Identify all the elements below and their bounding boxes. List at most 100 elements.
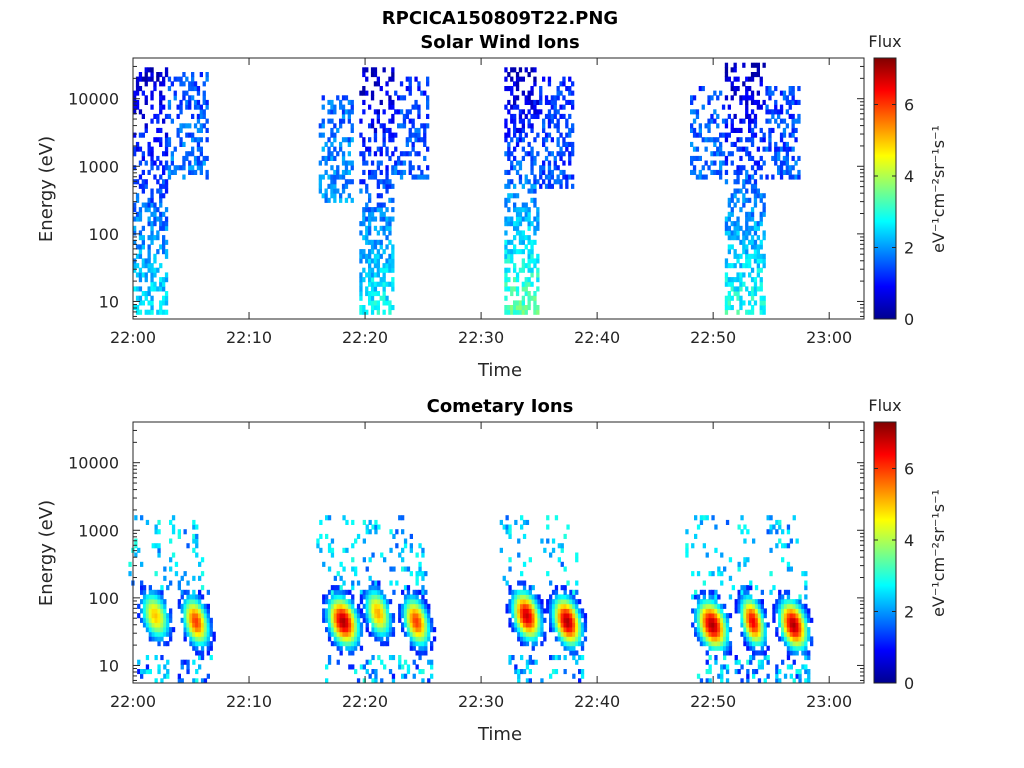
heatmap-cell xyxy=(195,678,199,684)
heatmap-cell xyxy=(164,291,169,297)
heatmap-cell xyxy=(727,132,731,138)
heatmap-cell xyxy=(321,104,325,110)
heatmap-cell xyxy=(518,76,523,82)
heatmap-cell xyxy=(568,151,572,157)
heatmap-cell xyxy=(730,244,734,250)
heatmap-cell xyxy=(742,197,746,203)
heatmap-cell xyxy=(730,67,734,73)
heatmap-cell xyxy=(192,519,196,525)
heatmap-cell xyxy=(420,123,424,129)
heatmap-cell xyxy=(733,263,737,269)
heatmap-cell xyxy=(370,272,375,278)
heatmap-cell xyxy=(362,613,366,619)
heatmap-cell xyxy=(536,253,540,259)
heatmap-cell xyxy=(382,109,386,115)
heatmap-cell xyxy=(788,90,792,96)
heatmap-cell xyxy=(398,608,402,614)
heatmap-cell xyxy=(202,90,206,96)
heatmap-cell xyxy=(547,99,552,105)
heatmap-cell xyxy=(376,118,380,124)
heatmap-cell xyxy=(556,109,560,115)
heatmap-cell xyxy=(162,151,166,157)
heatmap-cell xyxy=(325,515,329,521)
heatmap-cell xyxy=(321,95,325,101)
heatmap-cell xyxy=(699,678,704,684)
heatmap-cell xyxy=(702,627,706,633)
heatmap-cell xyxy=(566,599,570,605)
heatmap-cell xyxy=(377,594,381,600)
heatmap-cell xyxy=(382,286,386,292)
heatmap-cell xyxy=(515,225,520,231)
heatmap-cell xyxy=(198,641,202,647)
heatmap-cell xyxy=(705,603,709,609)
heatmap-cell xyxy=(325,627,329,633)
heatmap-cell xyxy=(786,617,791,623)
heatmap-cell xyxy=(327,547,332,553)
heatmap-cell xyxy=(415,599,419,605)
heatmap-cell xyxy=(206,608,210,614)
colorbar-tick-label: 6 xyxy=(904,95,914,114)
heatmap-cell xyxy=(385,622,390,628)
heatmap-cell xyxy=(745,76,749,82)
heatmap-cell xyxy=(745,109,749,115)
heatmap-cell xyxy=(147,263,151,269)
heatmap-cell xyxy=(373,244,378,250)
heatmap-cell xyxy=(769,547,773,553)
heatmap-cell xyxy=(135,286,140,292)
heatmap-cell xyxy=(575,603,579,609)
heatmap-cell xyxy=(792,603,796,609)
heatmap-cell xyxy=(403,585,408,591)
heatmap-cell xyxy=(341,109,346,115)
heatmap-cell xyxy=(690,155,694,161)
heatmap-cell xyxy=(427,636,431,642)
colorbar xyxy=(873,421,897,684)
heatmap-cell xyxy=(162,286,166,292)
heatmap-cell xyxy=(148,608,152,614)
heatmap-cell xyxy=(756,146,760,152)
heatmap-cell xyxy=(754,669,759,675)
heatmap-cell xyxy=(734,669,738,675)
heatmap-cell xyxy=(388,599,393,605)
heatmap-cell xyxy=(157,594,161,600)
heatmap-cell xyxy=(426,123,430,129)
heatmap-cell xyxy=(708,627,712,633)
heatmap-cell xyxy=(540,599,544,605)
heatmap-cell xyxy=(752,645,756,651)
heatmap-cell xyxy=(418,645,422,651)
heatmap-cell xyxy=(134,515,138,521)
heatmap-cell xyxy=(205,104,209,110)
heatmap-cell xyxy=(382,230,386,236)
heatmap-cell xyxy=(807,650,811,656)
heatmap-cell xyxy=(518,160,523,166)
heatmap-cell xyxy=(160,655,164,661)
heatmap-cell xyxy=(714,622,718,628)
heatmap-cell xyxy=(575,608,579,614)
panel-solar-wind: Solar Wind Ions 22:00 22:10 22:20 22:30 22:4… xyxy=(36,32,948,381)
heatmap-cell xyxy=(724,62,729,68)
heatmap-cell xyxy=(388,137,392,143)
heatmap-cell xyxy=(321,132,325,138)
heatmap-cell xyxy=(760,641,764,647)
heatmap-cell xyxy=(756,99,760,105)
heatmap-cell xyxy=(183,622,187,628)
heatmap-cell xyxy=(379,179,383,185)
heatmap-cell xyxy=(150,160,154,166)
heatmap-cell xyxy=(719,151,723,157)
heatmap-cell xyxy=(389,529,393,535)
heatmap-cell xyxy=(191,132,195,138)
heatmap-cell xyxy=(748,127,752,133)
heatmap-cell xyxy=(530,249,534,255)
heatmap-cell xyxy=(749,636,753,642)
heatmap-cell xyxy=(160,599,164,605)
heatmap-cell xyxy=(185,90,189,96)
heatmap-cell xyxy=(537,622,541,628)
heatmap-cell xyxy=(371,669,375,675)
heatmap-cell xyxy=(183,631,187,637)
heatmap-cell xyxy=(417,132,421,138)
heatmap-cell xyxy=(786,608,791,614)
heatmap-cell xyxy=(536,211,540,217)
heatmap-cell xyxy=(188,81,192,87)
heatmap-cell xyxy=(333,575,337,581)
heatmap-cell xyxy=(415,571,419,577)
heatmap-cell xyxy=(164,141,169,147)
